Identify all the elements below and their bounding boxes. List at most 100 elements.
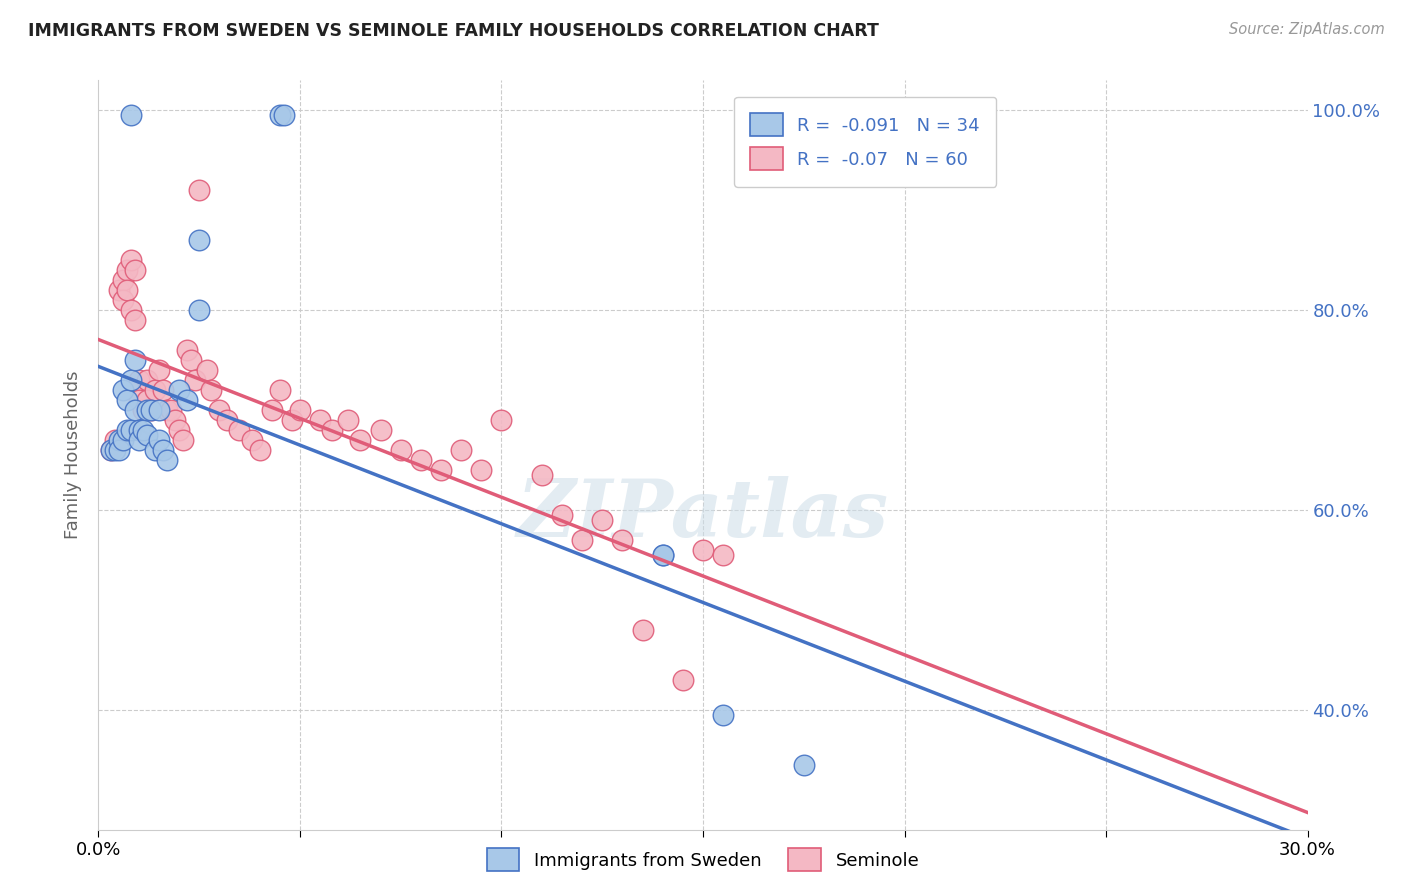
Point xyxy=(172,433,194,447)
Point xyxy=(115,392,138,407)
Point xyxy=(152,442,174,457)
Point xyxy=(128,392,150,407)
Point xyxy=(228,423,250,437)
Point xyxy=(148,403,170,417)
Point xyxy=(156,403,179,417)
Point xyxy=(571,533,593,547)
Point xyxy=(612,533,634,547)
Point xyxy=(156,453,179,467)
Point xyxy=(389,442,412,457)
Point xyxy=(120,423,142,437)
Point xyxy=(107,442,129,457)
Point xyxy=(128,373,150,387)
Point xyxy=(143,383,166,397)
Point xyxy=(124,313,146,327)
Point xyxy=(551,508,574,522)
Point xyxy=(188,303,211,318)
Point xyxy=(135,403,157,417)
Point xyxy=(148,433,170,447)
Point xyxy=(349,433,371,447)
Point xyxy=(115,283,138,297)
Point xyxy=(176,392,198,407)
Point xyxy=(180,353,202,368)
Point xyxy=(240,433,263,447)
Point xyxy=(143,442,166,457)
Point xyxy=(135,373,157,387)
Point xyxy=(491,413,513,427)
Point xyxy=(111,383,134,397)
Point xyxy=(249,442,271,457)
Point xyxy=(260,403,283,417)
Point xyxy=(124,403,146,417)
Legend: Immigrants from Sweden, Seminole: Immigrants from Sweden, Seminole xyxy=(479,841,927,879)
Point xyxy=(337,413,360,427)
Point xyxy=(711,707,734,722)
Point xyxy=(692,542,714,557)
Point xyxy=(128,423,150,437)
Point xyxy=(188,183,211,197)
Point xyxy=(115,423,138,437)
Legend: R =  -0.091   N = 34, R =  -0.07   N = 60: R = -0.091 N = 34, R = -0.07 N = 60 xyxy=(734,97,997,186)
Point xyxy=(163,413,186,427)
Point xyxy=(128,433,150,447)
Point xyxy=(115,263,138,277)
Point xyxy=(470,463,492,477)
Point xyxy=(269,383,291,397)
Point xyxy=(167,383,190,397)
Point xyxy=(281,413,304,427)
Point xyxy=(321,423,343,437)
Point xyxy=(200,383,222,397)
Point xyxy=(288,403,311,417)
Point xyxy=(208,403,231,417)
Point xyxy=(430,463,453,477)
Point xyxy=(184,373,207,387)
Point xyxy=(672,673,695,687)
Point xyxy=(135,392,157,407)
Point xyxy=(152,383,174,397)
Point xyxy=(793,757,815,772)
Point xyxy=(195,363,218,377)
Point xyxy=(711,548,734,562)
Point xyxy=(100,442,122,457)
Point xyxy=(135,428,157,442)
Text: Source: ZipAtlas.com: Source: ZipAtlas.com xyxy=(1229,22,1385,37)
Point xyxy=(450,442,472,457)
Point xyxy=(124,263,146,277)
Point xyxy=(409,453,432,467)
Point xyxy=(100,442,122,457)
Point xyxy=(120,373,142,387)
Point xyxy=(111,273,134,287)
Point xyxy=(591,513,613,527)
Point xyxy=(217,413,239,427)
Point xyxy=(370,423,392,437)
Point xyxy=(120,303,142,318)
Point xyxy=(269,108,291,122)
Point xyxy=(111,433,134,447)
Y-axis label: Family Households: Family Households xyxy=(65,371,83,539)
Point xyxy=(107,433,129,447)
Point xyxy=(132,423,155,437)
Point xyxy=(651,548,673,562)
Text: IMMIGRANTS FROM SWEDEN VS SEMINOLE FAMILY HOUSEHOLDS CORRELATION CHART: IMMIGRANTS FROM SWEDEN VS SEMINOLE FAMIL… xyxy=(28,22,879,40)
Point xyxy=(160,403,183,417)
Point xyxy=(309,413,332,427)
Point xyxy=(124,353,146,368)
Point xyxy=(188,233,211,247)
Point xyxy=(111,293,134,307)
Point xyxy=(103,433,125,447)
Point xyxy=(631,623,654,637)
Point xyxy=(120,108,142,122)
Point xyxy=(530,467,553,482)
Point xyxy=(148,363,170,377)
Point xyxy=(107,283,129,297)
Point xyxy=(103,442,125,457)
Point xyxy=(120,253,142,268)
Point xyxy=(132,403,155,417)
Point xyxy=(139,403,162,417)
Text: ZIPatlas: ZIPatlas xyxy=(517,476,889,554)
Point xyxy=(273,108,295,122)
Point xyxy=(139,403,162,417)
Point xyxy=(651,548,673,562)
Point xyxy=(176,343,198,357)
Point xyxy=(167,423,190,437)
